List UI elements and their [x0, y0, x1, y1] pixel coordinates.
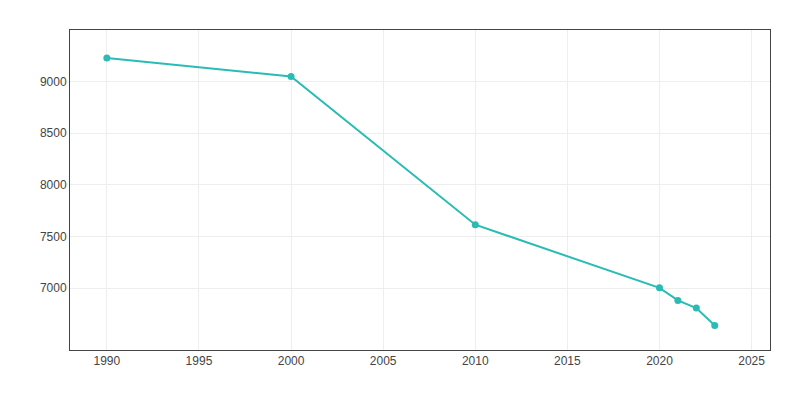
- svg-text:7500: 7500: [40, 230, 67, 244]
- svg-text:2020: 2020: [646, 354, 673, 368]
- svg-text:1995: 1995: [186, 354, 213, 368]
- svg-text:1990: 1990: [93, 354, 120, 368]
- svg-text:2015: 2015: [554, 354, 581, 368]
- svg-text:2005: 2005: [370, 354, 397, 368]
- svg-text:7000: 7000: [40, 281, 67, 295]
- svg-text:8000: 8000: [40, 178, 67, 192]
- svg-text:8500: 8500: [40, 126, 67, 140]
- svg-text:2000: 2000: [278, 354, 305, 368]
- svg-text:9000: 9000: [40, 75, 67, 89]
- svg-text:2010: 2010: [462, 354, 489, 368]
- svg-text:2025: 2025: [738, 354, 765, 368]
